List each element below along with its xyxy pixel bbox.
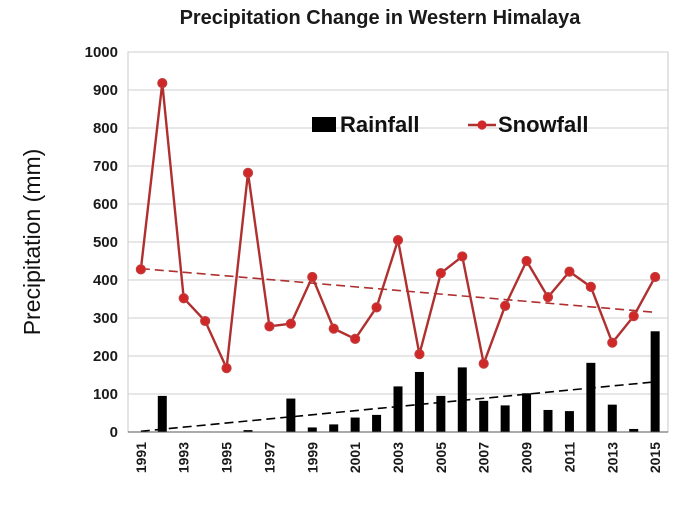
x-tick-label: 2007 xyxy=(476,442,492,473)
legend-snowfall-label: Snowfall xyxy=(498,112,588,137)
x-tick-label: 2001 xyxy=(347,442,363,473)
x-tick-label: 2015 xyxy=(647,442,663,473)
snowfall-point-2000 xyxy=(328,323,339,334)
axes: 0 100 200 300 400 500 600 700 800 900 1000 1991 1993… xyxy=(85,44,668,473)
snowfall-point-2006 xyxy=(457,251,468,262)
snowfall-point-1991 xyxy=(135,264,146,275)
rainfall-bar-2000 xyxy=(329,424,339,432)
rainfall-trendline xyxy=(140,381,656,433)
legend-rainfall-label: Rainfall xyxy=(340,112,419,137)
legend: Rainfall Snowfall xyxy=(312,112,588,137)
snowfall-point-2014 xyxy=(628,311,639,322)
y-tick-label: 200 xyxy=(93,348,118,365)
rainfall-bar-2011 xyxy=(564,411,574,432)
rainfall-bar-1996 xyxy=(243,430,253,432)
snowfall-point-2009 xyxy=(521,255,532,267)
x-tick-label: 2003 xyxy=(390,442,406,473)
snowfall-point-1992 xyxy=(157,78,168,89)
snowfall-point-1999 xyxy=(307,271,318,283)
rainfall-bar-1999 xyxy=(307,427,317,432)
x-tick-label: 2011 xyxy=(561,442,577,473)
y-tick-label: 300 xyxy=(93,310,118,327)
snowfall-point-2001 xyxy=(350,333,361,344)
trendlines xyxy=(140,267,656,433)
snowfall-point-1998 xyxy=(285,318,296,329)
legend-snowfall-marker xyxy=(477,120,487,130)
snowfall-point-1994 xyxy=(200,315,211,327)
rainfall-bar-2005 xyxy=(436,395,446,432)
y-tick-label: 400 xyxy=(93,272,118,289)
rainfall-bar-2002 xyxy=(372,414,382,432)
chart-title: Precipitation Change in Western Himalaya xyxy=(180,7,582,29)
snowfall-point-2013 xyxy=(607,337,618,348)
y-axis-label: Precipitation (mm) xyxy=(19,149,45,336)
snowfall-line xyxy=(135,78,661,374)
rainfall-bar-2015 xyxy=(650,331,660,432)
rainfall-bar-2013 xyxy=(607,404,617,432)
rainfall-bar-2014 xyxy=(629,428,639,432)
snowfall-point-2002 xyxy=(371,302,382,313)
rainfall-bar-2001 xyxy=(350,417,360,432)
x-tick-label: 2013 xyxy=(604,442,620,473)
rainfall-bar-2010 xyxy=(543,409,553,432)
y-tick-label: 800 xyxy=(93,120,118,137)
snowfall-point-1993 xyxy=(178,293,189,304)
x-tick-label: 1991 xyxy=(133,442,149,473)
snowfall-point-2010 xyxy=(542,292,554,303)
x-tick-label: 2005 xyxy=(433,442,449,473)
rainfall-bar-2008 xyxy=(500,405,510,432)
snowfall-point-1996 xyxy=(242,167,254,178)
snowfall-point-1997 xyxy=(264,321,275,332)
y-tick-label: 600 xyxy=(93,196,118,213)
rainfall-bar-2007 xyxy=(479,400,489,432)
snowfall-point-2003 xyxy=(392,235,404,246)
y-tick-label: 1000 xyxy=(85,44,118,61)
rainfall-bar-2004 xyxy=(414,371,424,432)
x-tick-label: 1997 xyxy=(261,442,277,473)
rainfall-bar-2009 xyxy=(522,393,532,432)
rainfall-bar-1992 xyxy=(157,395,167,432)
snowfall-point-2015 xyxy=(650,271,661,283)
snowfall-point-2004 xyxy=(414,349,425,360)
snowfall-point-2007 xyxy=(478,358,489,369)
x-tick-label: 1993 xyxy=(176,442,192,473)
y-tick-label: 0 xyxy=(110,424,118,441)
snowfall-point-2012 xyxy=(585,281,596,292)
y-tick-label: 100 xyxy=(93,386,118,403)
y-tick-label: 500 xyxy=(93,234,118,251)
rainfall-bars xyxy=(157,331,660,432)
snowfall-point-2005 xyxy=(435,268,446,279)
x-tick-label: 2009 xyxy=(519,442,535,473)
snowfall-trendline xyxy=(140,267,656,314)
x-tick-label: 1995 xyxy=(219,442,235,473)
rainfall-bar-2003 xyxy=(393,386,403,432)
y-tick-label: 900 xyxy=(93,82,118,99)
x-tick-label: 1999 xyxy=(304,442,320,473)
snowfall-point-2008 xyxy=(500,300,511,311)
rainfall-bar-2012 xyxy=(586,362,596,432)
snowfall-point-2011 xyxy=(564,266,575,277)
legend-rainfall-swatch xyxy=(312,117,336,132)
y-tick-label: 700 xyxy=(93,158,118,175)
rainfall-bar-1998 xyxy=(286,398,296,432)
snowfall-point-1995 xyxy=(221,363,232,374)
